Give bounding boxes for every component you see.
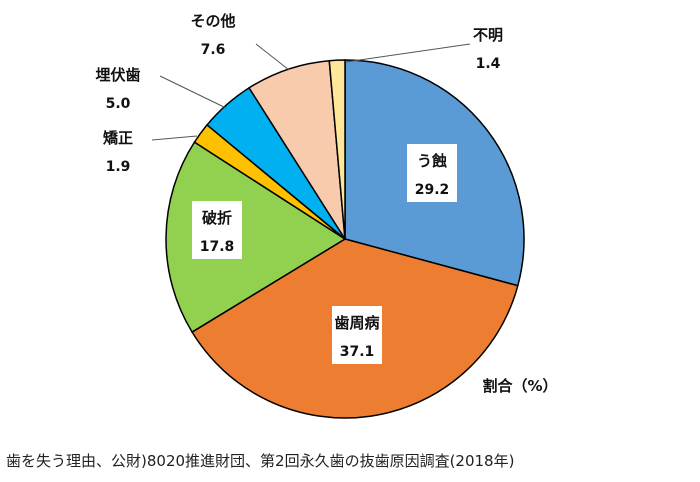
caption: 歯を失う理由、公財)8020推進財団、第2回永久歯の抜歯原因調査(2018年) [6,452,515,470]
slice-value: 7.6 [201,42,226,58]
slice-label: う蝕 [417,152,447,170]
slice-label: 矯正 [103,129,133,147]
slice-label: 不明 [473,26,503,44]
slice-value: 29.2 [415,182,450,198]
data-label-box [192,201,242,259]
leader-line [345,43,471,63]
leader-line [159,75,227,109]
pie-chart: う蝕 29.2 歯周病 37.1 破折 17.8 矯正 1.9 埋伏歯 5.0 その他 7.6 不明 1.… [95,12,558,419]
slice-label: 破折 [202,209,232,227]
leader-line [151,135,198,141]
leader-line [255,43,290,71]
slice-value: 1.9 [106,159,131,175]
slice-value: 17.8 [200,239,235,255]
slice-label: 歯周病 [334,314,379,332]
slice-value: 37.1 [340,344,375,360]
slice-value: 1.4 [476,56,501,72]
unit-label: 割合（%） [482,377,557,395]
data-label-box [332,306,382,364]
slice-label: 埋伏歯 [95,66,140,84]
pie-slice [165,141,347,334]
data-label-box [407,144,457,202]
pie-slice [328,59,346,240]
slice-value: 5.0 [106,96,131,112]
slice-label: その他 [190,12,235,30]
